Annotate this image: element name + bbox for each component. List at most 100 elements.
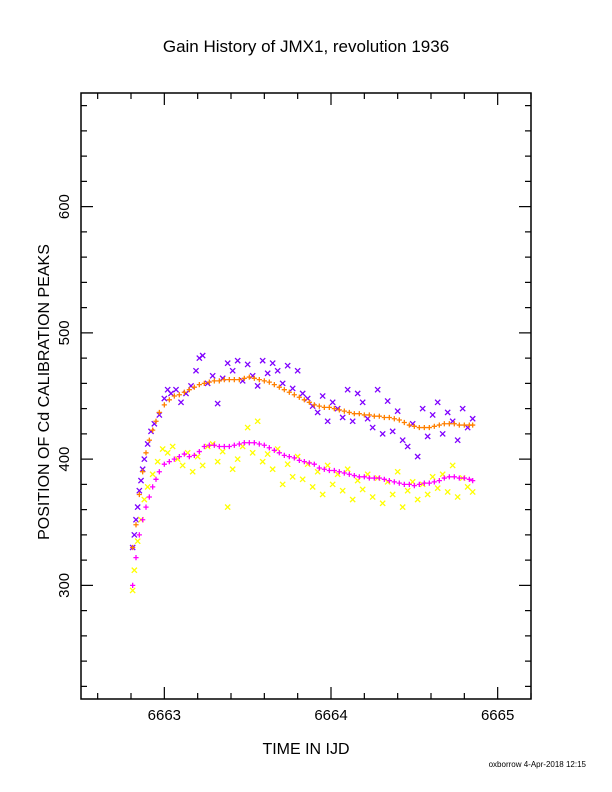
data-point bbox=[381, 414, 387, 421]
data-point bbox=[446, 474, 452, 480]
data-point bbox=[131, 531, 138, 538]
y-axis-label: POSITION OF Cd CALIBRATION PEAKS bbox=[36, 244, 53, 540]
data-point bbox=[449, 462, 456, 469]
data-point bbox=[346, 471, 352, 477]
data-point bbox=[141, 496, 148, 503]
data-point bbox=[153, 476, 159, 482]
data-point bbox=[426, 480, 432, 486]
data-point bbox=[192, 367, 200, 374]
data-point bbox=[236, 441, 242, 447]
data-point bbox=[321, 466, 327, 472]
data-point bbox=[344, 386, 351, 393]
data-point bbox=[299, 390, 306, 397]
data-point bbox=[166, 397, 172, 403]
data-point bbox=[181, 389, 187, 395]
data-point bbox=[336, 407, 342, 413]
data-point bbox=[234, 456, 241, 463]
data-point bbox=[406, 481, 412, 487]
data-point bbox=[456, 422, 462, 428]
data-point bbox=[429, 473, 436, 480]
data-point bbox=[131, 567, 138, 574]
data-point bbox=[461, 475, 467, 481]
data-point bbox=[276, 384, 282, 390]
data-point bbox=[143, 450, 149, 456]
data-point bbox=[324, 462, 331, 469]
data-point bbox=[146, 437, 152, 443]
data-point bbox=[339, 414, 346, 421]
data-point bbox=[284, 461, 291, 468]
data-point bbox=[289, 473, 296, 480]
data-point bbox=[470, 422, 476, 428]
data-point bbox=[461, 422, 467, 428]
data-point bbox=[326, 404, 332, 410]
plot-frame bbox=[80, 92, 532, 700]
data-point bbox=[376, 475, 382, 481]
data-point bbox=[150, 484, 156, 490]
data-point bbox=[244, 361, 251, 368]
data-point bbox=[416, 424, 422, 431]
data-point bbox=[140, 469, 146, 475]
data-point bbox=[416, 481, 422, 487]
data-point bbox=[291, 392, 297, 398]
data-point bbox=[130, 544, 136, 551]
data-point bbox=[429, 411, 436, 418]
data-point bbox=[216, 378, 222, 384]
data-point bbox=[311, 402, 317, 408]
data-point bbox=[286, 389, 292, 395]
data-point bbox=[404, 443, 411, 450]
data-point bbox=[369, 424, 376, 431]
data-point bbox=[191, 384, 197, 390]
data-point bbox=[181, 451, 187, 457]
data-point bbox=[391, 416, 397, 422]
data-point bbox=[214, 458, 221, 465]
data-point bbox=[261, 442, 267, 448]
data-point bbox=[351, 472, 357, 479]
data-point bbox=[294, 367, 301, 374]
data-point bbox=[196, 448, 202, 455]
data-point bbox=[134, 538, 141, 545]
data-point bbox=[411, 423, 417, 429]
data-point bbox=[354, 390, 361, 397]
data-point bbox=[319, 491, 326, 498]
data-point bbox=[221, 376, 227, 383]
data-point bbox=[284, 362, 291, 369]
data-point bbox=[299, 476, 306, 483]
data-point bbox=[386, 477, 392, 484]
data-point bbox=[444, 488, 451, 496]
data-point bbox=[379, 430, 386, 437]
data-point bbox=[249, 449, 256, 456]
data-point bbox=[199, 352, 206, 359]
data-point bbox=[143, 504, 149, 510]
data-point bbox=[161, 402, 167, 408]
data-point bbox=[150, 427, 156, 433]
data-point bbox=[251, 440, 257, 446]
data-point bbox=[189, 468, 196, 475]
data-point bbox=[341, 408, 347, 414]
data-point bbox=[469, 488, 476, 496]
data-point bbox=[216, 443, 222, 450]
data-point bbox=[264, 370, 271, 377]
data-point bbox=[231, 376, 237, 383]
data-point bbox=[214, 400, 221, 407]
data-point bbox=[359, 486, 366, 493]
x-tick-label: 6664 bbox=[314, 707, 347, 724]
data-point bbox=[271, 447, 277, 453]
data-point bbox=[281, 387, 287, 393]
data-point bbox=[446, 421, 452, 427]
y-tick-label: 500 bbox=[56, 320, 73, 345]
data-point bbox=[269, 466, 276, 473]
data-point bbox=[411, 483, 417, 489]
data-point bbox=[414, 496, 421, 503]
data-point bbox=[161, 461, 167, 467]
data-point bbox=[399, 504, 406, 511]
data-point bbox=[464, 483, 471, 490]
data-point bbox=[176, 392, 182, 398]
data-point bbox=[229, 466, 236, 473]
data-point bbox=[224, 504, 231, 511]
data-point bbox=[259, 357, 266, 364]
data-point bbox=[226, 443, 232, 450]
data-point bbox=[391, 479, 397, 485]
data-point bbox=[201, 443, 207, 450]
data-point bbox=[441, 421, 447, 427]
data-point bbox=[329, 399, 336, 406]
